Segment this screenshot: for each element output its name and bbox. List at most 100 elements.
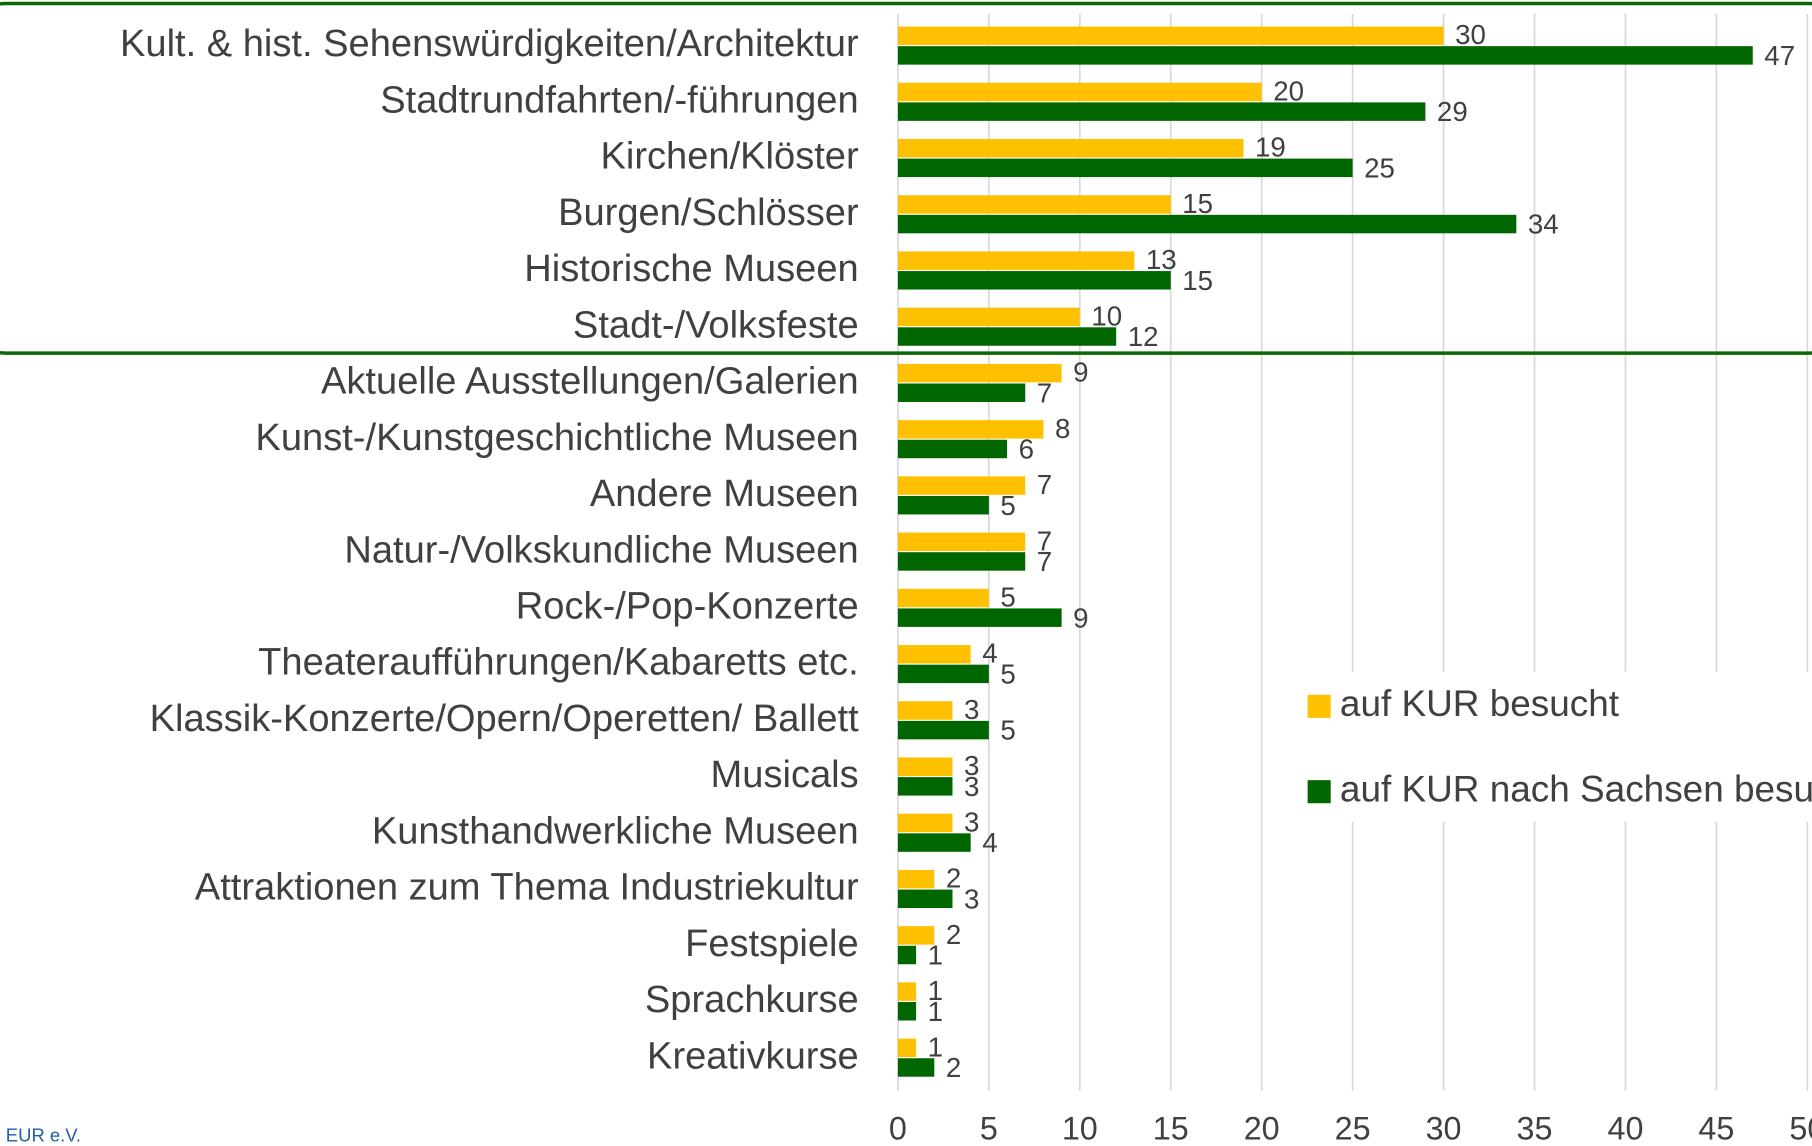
value-label: 15 [1182, 188, 1213, 219]
value-label: 7 [1037, 546, 1052, 577]
x-tick-label: 15 [1153, 1111, 1189, 1146]
y-tick-label: Theateraufführungen/Kabaretts etc. [258, 642, 859, 684]
bar [897, 1058, 935, 1077]
bar [897, 701, 953, 720]
x-tick-label: 40 [1607, 1111, 1643, 1146]
legend-swatch [1307, 694, 1331, 718]
bar [897, 945, 917, 965]
x-tick-label: 50 [1789, 1111, 1812, 1146]
value-label: 1 [928, 940, 943, 971]
value-label: 13 [1146, 244, 1177, 275]
value-label: 1 [928, 1031, 943, 1062]
bar [897, 420, 1044, 439]
value-label: 15 [1182, 265, 1213, 296]
value-label: 7 [1037, 469, 1052, 500]
bar [897, 495, 989, 515]
value-label: 19 [1255, 132, 1286, 163]
value-label: 7 [1037, 377, 1052, 408]
bar [897, 327, 1117, 346]
y-tick-label: Kirchen/Klöster [600, 136, 859, 178]
bar [897, 195, 1171, 214]
bar [897, 214, 1517, 234]
x-tick-label: 30 [1426, 1111, 1462, 1146]
value-label: 12 [1128, 321, 1159, 352]
value-label: 20 [1273, 75, 1304, 106]
value-label: 3 [964, 750, 979, 781]
value-label: 6 [1019, 434, 1034, 465]
y-tick-label: Sprachkurse [645, 979, 859, 1021]
y-tick-label: Klassik-Konzerte/Opern/Operetten/ Ballet… [150, 698, 859, 740]
value-label: 2 [946, 863, 961, 894]
bar [897, 251, 1135, 270]
bar [897, 1002, 917, 1021]
y-tick-label: Musicals [711, 754, 859, 796]
bar [897, 889, 953, 909]
legend-swatch [1307, 780, 1331, 804]
y-tick-label: Festspiele [685, 923, 859, 965]
y-tick-label: Kunsthandwerkliche Museen [372, 810, 859, 852]
value-label: 3 [964, 806, 979, 837]
value-label: 7 [1037, 525, 1052, 556]
value-label: 25 [1364, 152, 1395, 183]
y-tick-label: Andere Museen [590, 473, 859, 515]
value-label: 1 [928, 975, 943, 1006]
x-tick-label: 20 [1244, 1111, 1280, 1146]
bar [897, 869, 935, 889]
x-tick-label: 10 [1062, 1111, 1098, 1146]
value-label: 9 [1073, 357, 1088, 388]
y-tick-label: Aktuelle Ausstellungen/Galerien [321, 361, 859, 403]
bar [897, 777, 953, 796]
y-tick-label: Rock-/Pop-Konzerte [516, 585, 859, 627]
value-label: 34 [1528, 209, 1559, 240]
y-tick-label: Stadt-/Volksfeste [573, 304, 859, 346]
value-label: 5 [1000, 490, 1015, 521]
value-label: 4 [982, 827, 997, 858]
value-label: 30 [1455, 19, 1486, 50]
bar [897, 307, 1080, 327]
value-label: 47 [1764, 40, 1795, 71]
grid [897, 13, 1809, 1091]
bar [897, 813, 953, 833]
bar [897, 926, 935, 945]
bar [897, 363, 1062, 383]
y-tick-label: Historische Museen [524, 248, 858, 290]
value-label: 29 [1437, 96, 1468, 127]
value-label: 5 [1000, 715, 1015, 746]
bar [897, 552, 1026, 571]
legend-label: auf KUR nach Sachsen besucht [1340, 768, 1812, 809]
value-label: 3 [964, 883, 979, 914]
bar [897, 720, 989, 740]
value-label: 5 [1000, 582, 1015, 613]
source: EUR e.V. [6, 1125, 81, 1146]
y-tick-label: Stadtrundfahrten/-führungen [380, 79, 858, 121]
y-tick-label: Natur-/Volkskundliche Museen [344, 529, 858, 571]
value-label: 3 [964, 694, 979, 725]
bar [897, 26, 1444, 46]
value-label: 9 [1073, 602, 1088, 633]
bar [897, 46, 1753, 65]
y-tick-label: Burgen/Schlösser [558, 192, 859, 234]
value-label: 4 [982, 638, 997, 669]
bar [897, 82, 1262, 102]
value-label: 8 [1055, 413, 1070, 444]
value-label: 1 [928, 996, 943, 1027]
x-tick-label: 0 [889, 1111, 907, 1146]
y-tick-label: Kreativkurse [647, 1035, 859, 1077]
highlight-box [0, 1, 1812, 355]
bar [897, 1038, 917, 1058]
bar [897, 608, 1062, 627]
bar [897, 102, 1426, 121]
y-tick-label: Kult. & hist. Sehenswürdigkeiten/Archite… [120, 23, 859, 65]
y-tick-label: Attraktionen zum Thema Industriekultur [195, 867, 859, 909]
x-tick-label: 25 [1335, 1111, 1371, 1146]
bar [897, 982, 917, 1001]
x-tick-label: 45 [1698, 1111, 1734, 1146]
legend-background [1296, 671, 1811, 822]
bar [897, 532, 1026, 552]
value-label: 3 [964, 771, 979, 802]
bar [897, 664, 989, 684]
bar [897, 439, 1008, 459]
bar [897, 158, 1353, 178]
